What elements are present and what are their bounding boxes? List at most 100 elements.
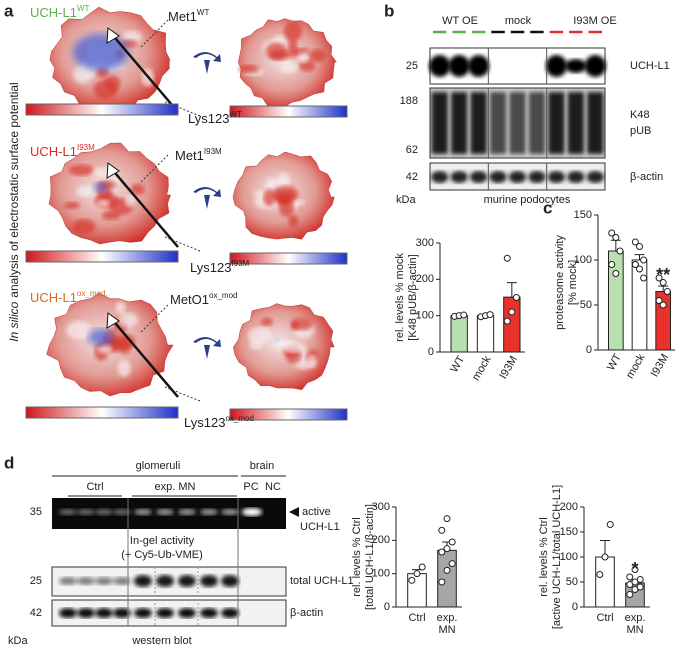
- layer: a b c d In silico analysis of electrostat…: [4, 1, 670, 646]
- data-point: [408, 576, 416, 584]
- bar: [595, 556, 615, 608]
- data-point: [631, 238, 639, 246]
- band-label: active: [302, 506, 331, 518]
- group-label: WT OE: [442, 15, 478, 27]
- data-point: [512, 294, 520, 301]
- surface-patch: [291, 321, 300, 331]
- surface-patch: [102, 210, 121, 220]
- surface-patch: [68, 164, 94, 176]
- bar: [631, 259, 648, 351]
- leader: [139, 304, 169, 334]
- color-scale: [229, 105, 348, 118]
- band: [59, 577, 77, 585]
- rotation-icon: [193, 52, 221, 74]
- band: [156, 575, 174, 587]
- data-point: [659, 301, 667, 309]
- surface-patch: [72, 219, 96, 234]
- y-tick-label: 0: [428, 346, 434, 358]
- data-point: [413, 570, 421, 578]
- band-label: UCH-L1: [630, 60, 670, 72]
- y-tick-label: 200: [560, 501, 578, 513]
- data-point: [663, 288, 671, 295]
- y-tick-label: 100: [372, 568, 390, 580]
- panel-letter: b: [384, 1, 394, 20]
- band: [221, 509, 239, 515]
- data-point: [438, 526, 446, 534]
- smear: [489, 92, 507, 154]
- group-label: NC: [265, 481, 281, 493]
- marker: 35: [30, 506, 42, 518]
- smear: [587, 92, 604, 154]
- surface-patch: [130, 183, 145, 195]
- bar: [476, 315, 495, 353]
- y-tick-label: 200: [372, 534, 390, 546]
- band: [156, 509, 174, 515]
- surface-patch: [76, 185, 96, 198]
- band-label: β-actin: [290, 607, 323, 619]
- group-label: I93M OE: [573, 15, 616, 27]
- bar: [450, 315, 468, 353]
- x-tick-label: Ctrl: [408, 612, 425, 624]
- arrow: [109, 316, 179, 398]
- site-label: Lys123WT: [188, 110, 242, 126]
- site-label: MetO1ox_mod: [170, 291, 237, 307]
- surface-patch: [117, 359, 131, 378]
- label: Lys123: [188, 111, 229, 126]
- band: [113, 577, 131, 585]
- surface-patch: [307, 355, 317, 368]
- data-point: [631, 566, 639, 573]
- label: Lys123: [184, 415, 225, 430]
- band: [221, 608, 239, 618]
- band: [113, 608, 131, 618]
- label: Met1: [168, 9, 197, 24]
- label: UCH-L1: [30, 290, 77, 305]
- data-point: [636, 576, 644, 583]
- y-axis-label: [total UCH-L1/β-actin]: [364, 504, 376, 610]
- arrowhead: [106, 27, 120, 44]
- site-label: Lys123ox_mod: [184, 414, 254, 430]
- y-tick-label: 300: [416, 237, 434, 249]
- band: [113, 509, 131, 515]
- data-point: [612, 234, 620, 241]
- data-point: [636, 243, 643, 250]
- row-title: UCH-L1ox_mod.: [30, 289, 108, 305]
- smear: [470, 92, 487, 154]
- data-point: [503, 254, 511, 262]
- data-point: [626, 591, 634, 598]
- band: [242, 508, 262, 516]
- caption: murine podocytes: [484, 194, 571, 206]
- band: [178, 509, 196, 515]
- band: [178, 575, 196, 587]
- data-point: [503, 317, 511, 325]
- surface-patch: [97, 199, 110, 207]
- rotation-icon: [193, 337, 221, 359]
- data-point: [608, 261, 616, 268]
- data-point: [418, 563, 426, 571]
- y-axis-label: [active UCH-L1/total UCH-L1]: [551, 485, 563, 629]
- x-tick-label: mock: [624, 352, 648, 381]
- band: [565, 59, 587, 73]
- surface-patch: [261, 317, 273, 326]
- y-tick-label: 150: [574, 209, 592, 221]
- surface-patch: [117, 312, 138, 328]
- band: [545, 55, 568, 77]
- rotation-icon: [193, 187, 221, 209]
- band: [95, 509, 113, 515]
- data-point: [438, 578, 446, 586]
- y-tick-label: 50: [566, 576, 578, 588]
- data-point: [606, 521, 614, 528]
- data-point: [655, 274, 663, 282]
- x-tick-label: Ctrl: [596, 612, 613, 624]
- arrow: [109, 166, 179, 248]
- band: [95, 608, 113, 618]
- data-point: [443, 515, 451, 523]
- x-tick-label: WT: [605, 352, 624, 373]
- data-point: [508, 308, 516, 316]
- y-tick-label: 0: [384, 601, 390, 613]
- label-sup: I93M: [231, 259, 249, 268]
- data-point: [659, 279, 667, 286]
- band-label: K48: [630, 109, 650, 121]
- site-label: Met1WT: [168, 8, 209, 24]
- caption: In-gel activity: [130, 535, 195, 547]
- label-sup: ox_mod.: [77, 289, 108, 298]
